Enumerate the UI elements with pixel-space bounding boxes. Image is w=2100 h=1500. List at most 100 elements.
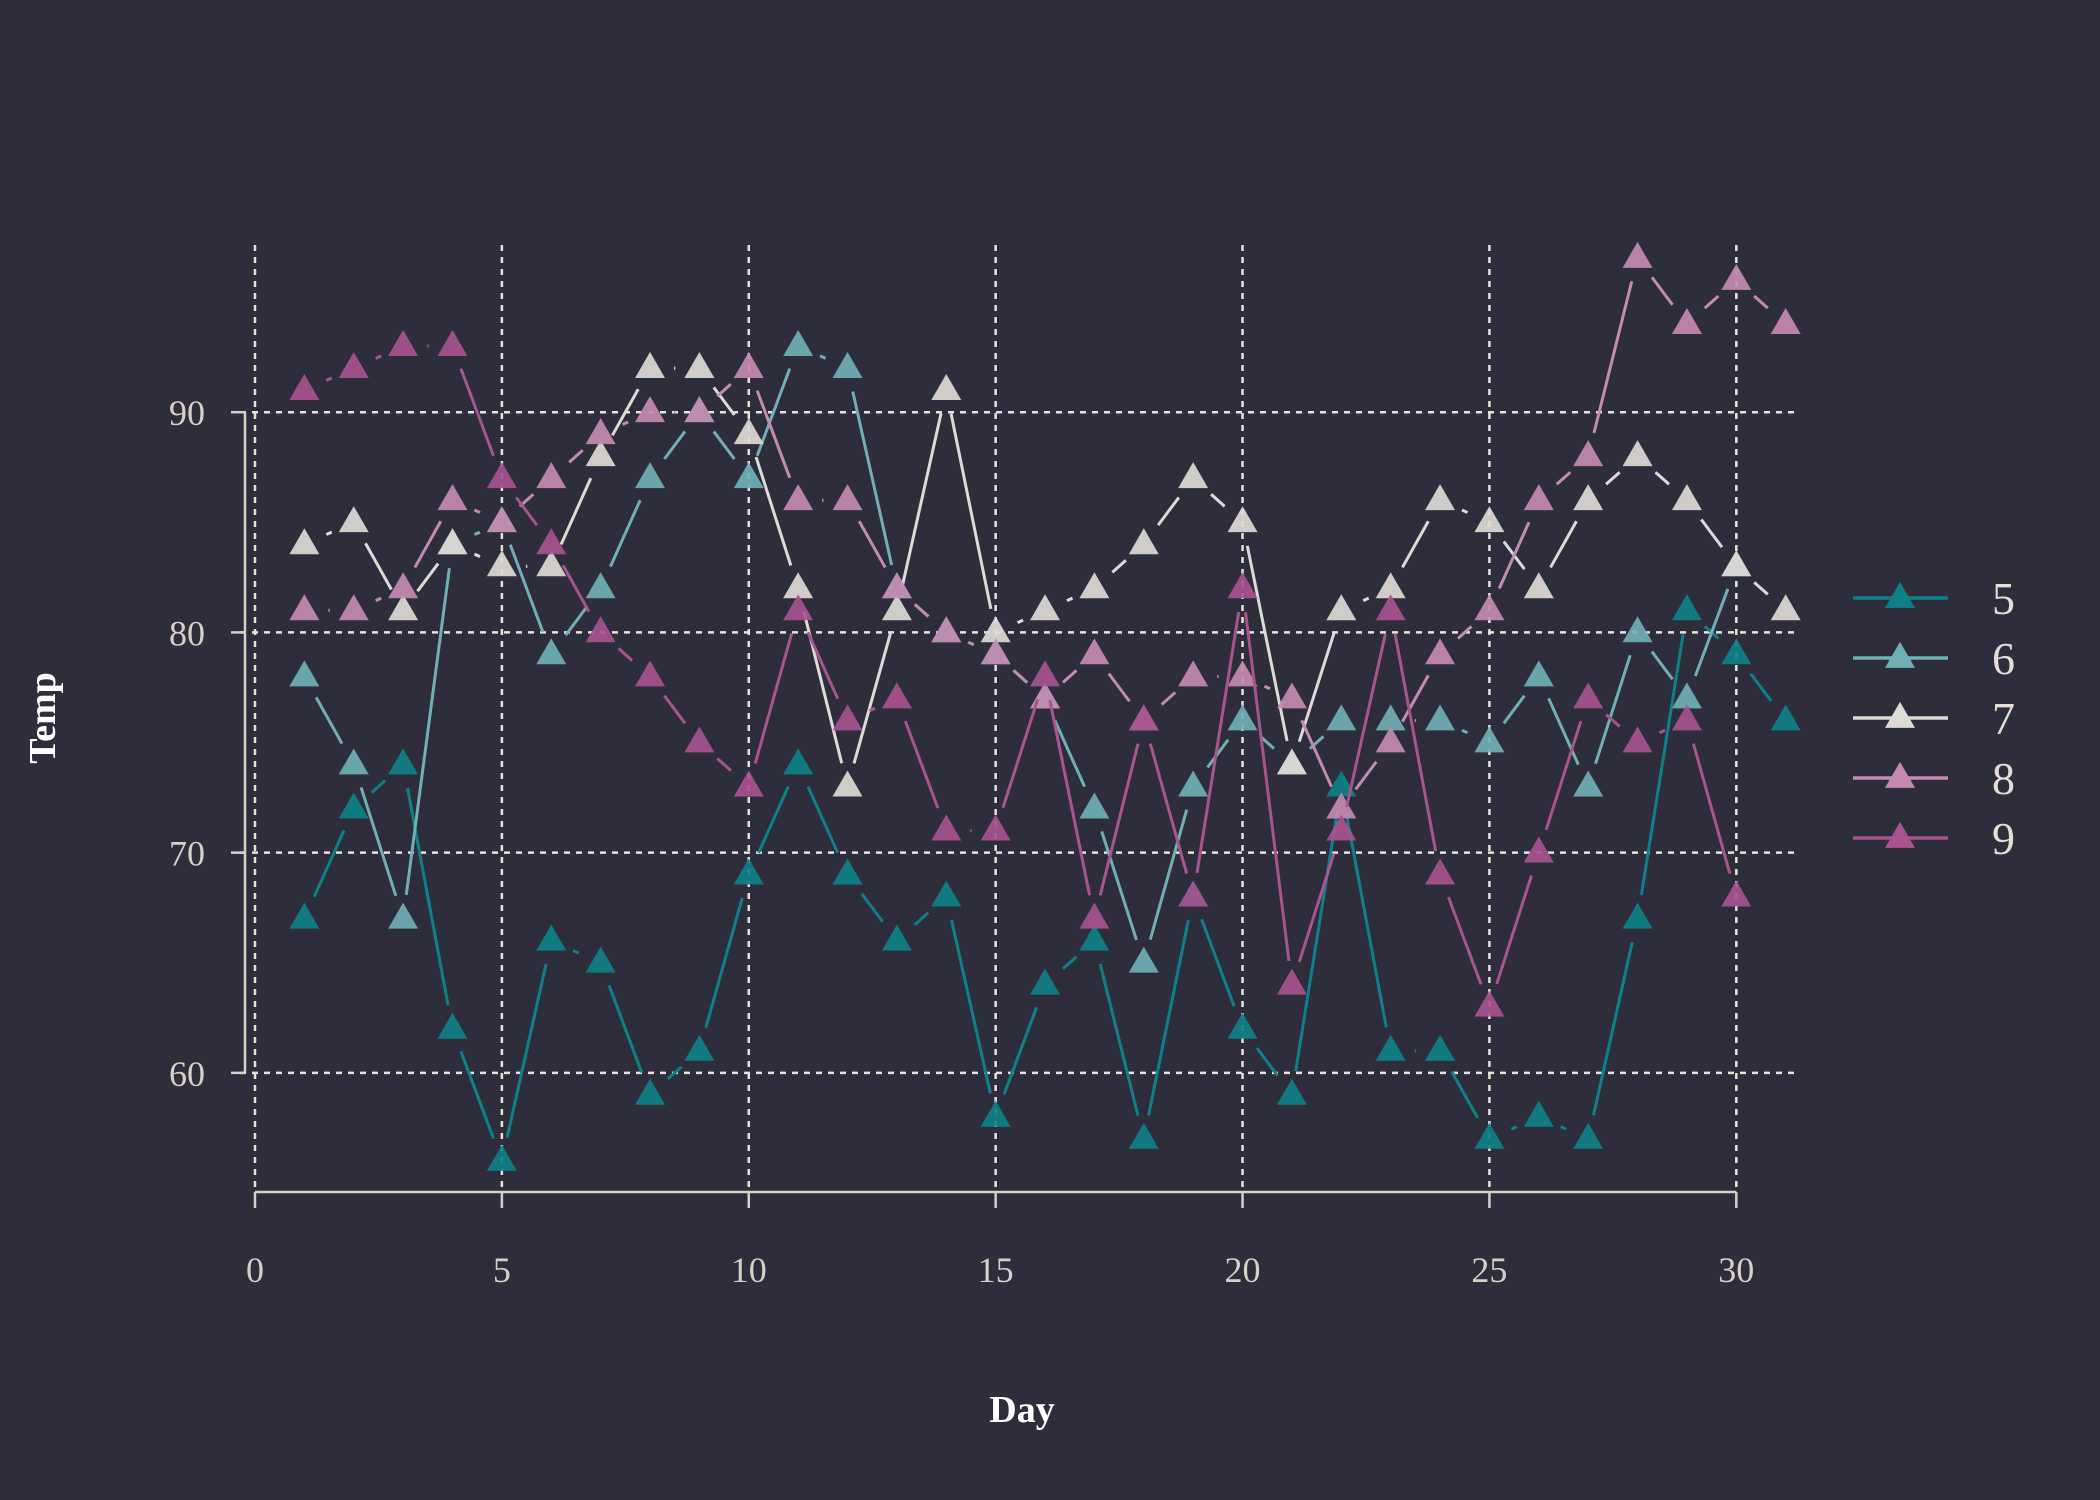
series-6-point xyxy=(832,352,863,379)
legend-marker xyxy=(1885,821,1915,848)
x-tick-label: 5 xyxy=(493,1250,511,1290)
series-7-segment xyxy=(416,562,440,593)
series-8-point xyxy=(1326,792,1357,819)
series-8-point xyxy=(1721,263,1752,290)
series-9-point xyxy=(1474,990,1505,1017)
series-9-point xyxy=(536,528,567,555)
series-7-point xyxy=(338,506,369,533)
series-7-segment xyxy=(1654,471,1671,486)
series-5-segment xyxy=(757,785,790,854)
series-8-point xyxy=(289,594,320,621)
series-8-point xyxy=(486,506,517,533)
series-6-segment xyxy=(1053,719,1086,788)
series-9-point xyxy=(783,594,814,621)
series-7-point xyxy=(289,528,320,555)
series-9-point xyxy=(1622,726,1653,753)
series-8-point xyxy=(1079,638,1110,665)
legend-label: 8 xyxy=(1992,753,2015,804)
series-8-point xyxy=(980,638,1011,665)
y-tick-label: 80 xyxy=(169,613,205,653)
series-8-point xyxy=(1276,682,1307,709)
series-7-point xyxy=(931,374,962,401)
series-5-point xyxy=(536,924,567,951)
series-layer xyxy=(289,241,1801,1171)
series-7-segment xyxy=(1549,520,1578,569)
series-9-point xyxy=(635,660,666,687)
series-9-point xyxy=(832,704,863,731)
series-9-point xyxy=(585,616,616,643)
series-8-point xyxy=(1671,307,1702,334)
series-8-segment xyxy=(1061,669,1078,684)
series-9-point xyxy=(1128,704,1159,731)
series-8-segment xyxy=(1263,684,1271,691)
series-6-segment xyxy=(851,391,894,566)
series-6-point xyxy=(1573,770,1604,797)
legend-item: 5 xyxy=(1853,573,2015,624)
x-tick-label: 0 xyxy=(246,1250,264,1290)
series-8-point xyxy=(1622,241,1653,268)
x-tick-label: 15 xyxy=(978,1250,1014,1290)
legend-marker xyxy=(1885,761,1915,788)
series-8-point xyxy=(536,462,567,489)
series-7-segment xyxy=(1016,618,1024,625)
series-9-segment xyxy=(1658,728,1666,735)
series-7-point xyxy=(1671,484,1702,511)
series-9-segment xyxy=(1048,699,1092,896)
series-8-segment xyxy=(375,596,382,602)
series-8-point xyxy=(881,572,912,599)
series-6-segment xyxy=(1148,809,1189,941)
series-5-point xyxy=(1128,1122,1159,1149)
series-7-point xyxy=(1474,506,1505,533)
series-9-segment xyxy=(1393,633,1438,852)
series-7-point xyxy=(486,550,517,577)
series-7-segment xyxy=(364,542,393,591)
series-7-segment xyxy=(1401,520,1430,569)
series-8-segment xyxy=(857,520,887,569)
series-6-point xyxy=(635,462,666,489)
legend: 5 6 7 8 9 xyxy=(1853,573,2015,864)
legend-marker xyxy=(1885,701,1915,728)
series-6-point xyxy=(1425,704,1456,731)
legend-item: 8 xyxy=(1853,753,2015,804)
series-6-segment xyxy=(819,354,827,360)
legend-item: 7 xyxy=(1853,693,2015,744)
series-7-point xyxy=(437,528,468,555)
series-7-segment xyxy=(712,386,736,416)
series-7-segment xyxy=(325,530,333,536)
y-tick-label: 70 xyxy=(169,834,205,874)
series-9-point xyxy=(733,770,764,797)
x-tick-label: 30 xyxy=(1718,1250,1754,1290)
series-6-segment xyxy=(1594,654,1632,765)
series-5-point xyxy=(1276,1078,1307,1105)
series-6-point xyxy=(388,902,419,929)
series-6-segment xyxy=(359,786,398,897)
series-5-segment xyxy=(1591,941,1634,1116)
series-8-point xyxy=(338,594,369,621)
series-9-point xyxy=(980,814,1011,841)
series-5-segment xyxy=(1200,918,1236,1007)
series-7-segment xyxy=(949,413,993,610)
y-tick-label: 60 xyxy=(169,1054,205,1094)
series-5-segment xyxy=(1749,672,1773,703)
series-5 xyxy=(289,594,1801,1171)
series-9-segment xyxy=(1544,720,1583,831)
series-8-point xyxy=(733,352,764,379)
series-9-segment xyxy=(663,694,687,725)
series-8-segment xyxy=(913,603,930,618)
series-9-segment xyxy=(1447,896,1483,985)
series-8-point xyxy=(1227,660,1258,687)
series-9-point xyxy=(1671,704,1702,731)
series-7-point xyxy=(684,352,715,379)
series-5-segment xyxy=(1002,1006,1039,1095)
series-7-point xyxy=(585,440,616,467)
series-6-segment xyxy=(314,696,344,745)
series-6-point xyxy=(1178,770,1209,797)
series-7-point xyxy=(1523,572,1554,599)
series-8-point xyxy=(585,418,616,445)
series-9-segment xyxy=(868,706,876,713)
series-8-segment xyxy=(1592,280,1634,434)
series-5-point xyxy=(1474,1122,1505,1149)
series-9-point xyxy=(1375,594,1406,621)
series-6-point xyxy=(1474,726,1505,753)
